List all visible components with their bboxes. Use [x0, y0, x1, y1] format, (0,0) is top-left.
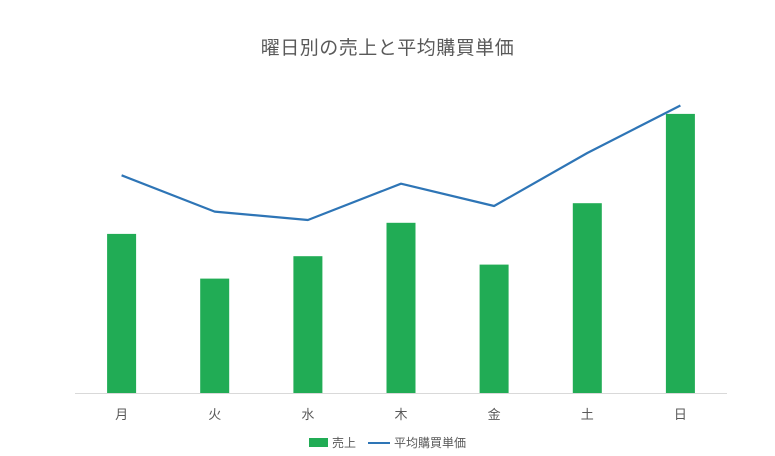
legend-label-sales: 売上 [331, 436, 356, 450]
line-series-avg-price [121, 104, 681, 222]
x-tick-label-0: 月 [115, 408, 128, 423]
bar-3 [386, 222, 416, 393]
x-tick-label-5: 土 [581, 408, 594, 423]
x-tick-label-2: 水 [301, 408, 314, 423]
bar-6 [665, 113, 695, 394]
legend-item-sales: 売上 [308, 434, 356, 451]
x-tick-label-3: 木 [394, 408, 407, 423]
bar-1 [200, 278, 230, 393]
bar-5 [572, 203, 602, 393]
bar-4 [479, 264, 509, 393]
bar-2 [293, 256, 323, 393]
legend: 売上 平均購買単価 [0, 434, 775, 451]
legend-swatch-bar [308, 438, 328, 447]
x-tick-label-1: 火 [208, 408, 221, 423]
chart-title: 曜日別の売上と平均購買単価 [260, 37, 515, 59]
legend-swatch-line [368, 441, 390, 444]
x-tick-label-4: 金 [488, 407, 501, 423]
legend-label-avg-price: 平均購買単価 [394, 436, 467, 450]
legend-item-avg-price: 平均購買単価 [368, 434, 466, 451]
bar-0 [107, 233, 137, 393]
x-tick-label-6: 日 [674, 408, 687, 423]
